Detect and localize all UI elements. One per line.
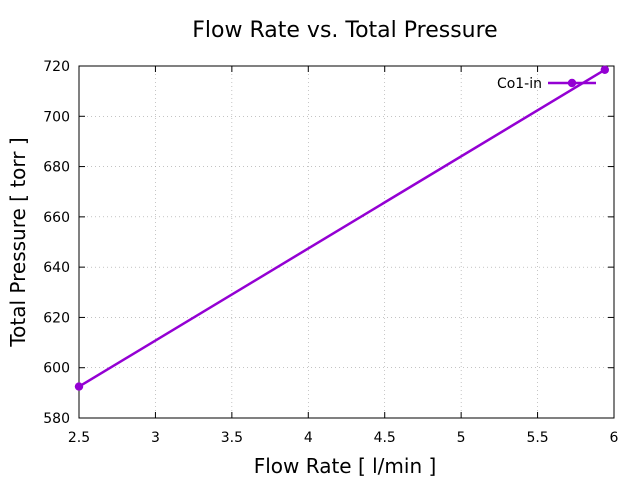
legend-marker bbox=[567, 78, 577, 88]
y-tick-label: 680 bbox=[43, 160, 70, 176]
grid bbox=[79, 66, 614, 418]
x-axis-label: Flow Rate [ l/min ] bbox=[254, 454, 437, 478]
x-tick-label: 4 bbox=[304, 430, 313, 446]
y-tick-label: 640 bbox=[43, 260, 70, 276]
x-tick-label: 2.5 bbox=[68, 430, 90, 446]
y-tick-label: 600 bbox=[43, 361, 70, 377]
x-tick-label: 3.5 bbox=[221, 430, 243, 446]
x-tick-label: 4.5 bbox=[374, 430, 396, 446]
legend-label: Co1-in bbox=[497, 76, 542, 92]
series-line bbox=[78, 68, 606, 388]
series-layer bbox=[74, 65, 610, 391]
chart-title: Flow Rate vs. Total Pressure bbox=[192, 18, 497, 43]
data-point bbox=[600, 65, 610, 74]
x-tick-label: 5 bbox=[457, 430, 466, 446]
legend: Co1-in bbox=[497, 76, 596, 92]
x-tick-label: 5.5 bbox=[526, 430, 548, 446]
y-tick-label: 660 bbox=[43, 210, 70, 226]
y-axis-label: Total Pressure [ torr ] bbox=[6, 137, 30, 347]
y-tick-label: 580 bbox=[43, 411, 70, 427]
y-tick-label: 700 bbox=[43, 109, 70, 125]
y-tick-label: 720 bbox=[43, 59, 70, 75]
plot-frame bbox=[78, 65, 615, 419]
x-tick-label: 3 bbox=[151, 430, 160, 446]
data-point bbox=[74, 382, 84, 391]
axis-ticks: 2.5 3 3.5 4 4.5 5 5.5 6 580 600 620 640 660 680 700 720 bbox=[43, 59, 618, 446]
x-tick-label: 6 bbox=[610, 430, 619, 446]
y-tick-label: 620 bbox=[43, 310, 70, 326]
